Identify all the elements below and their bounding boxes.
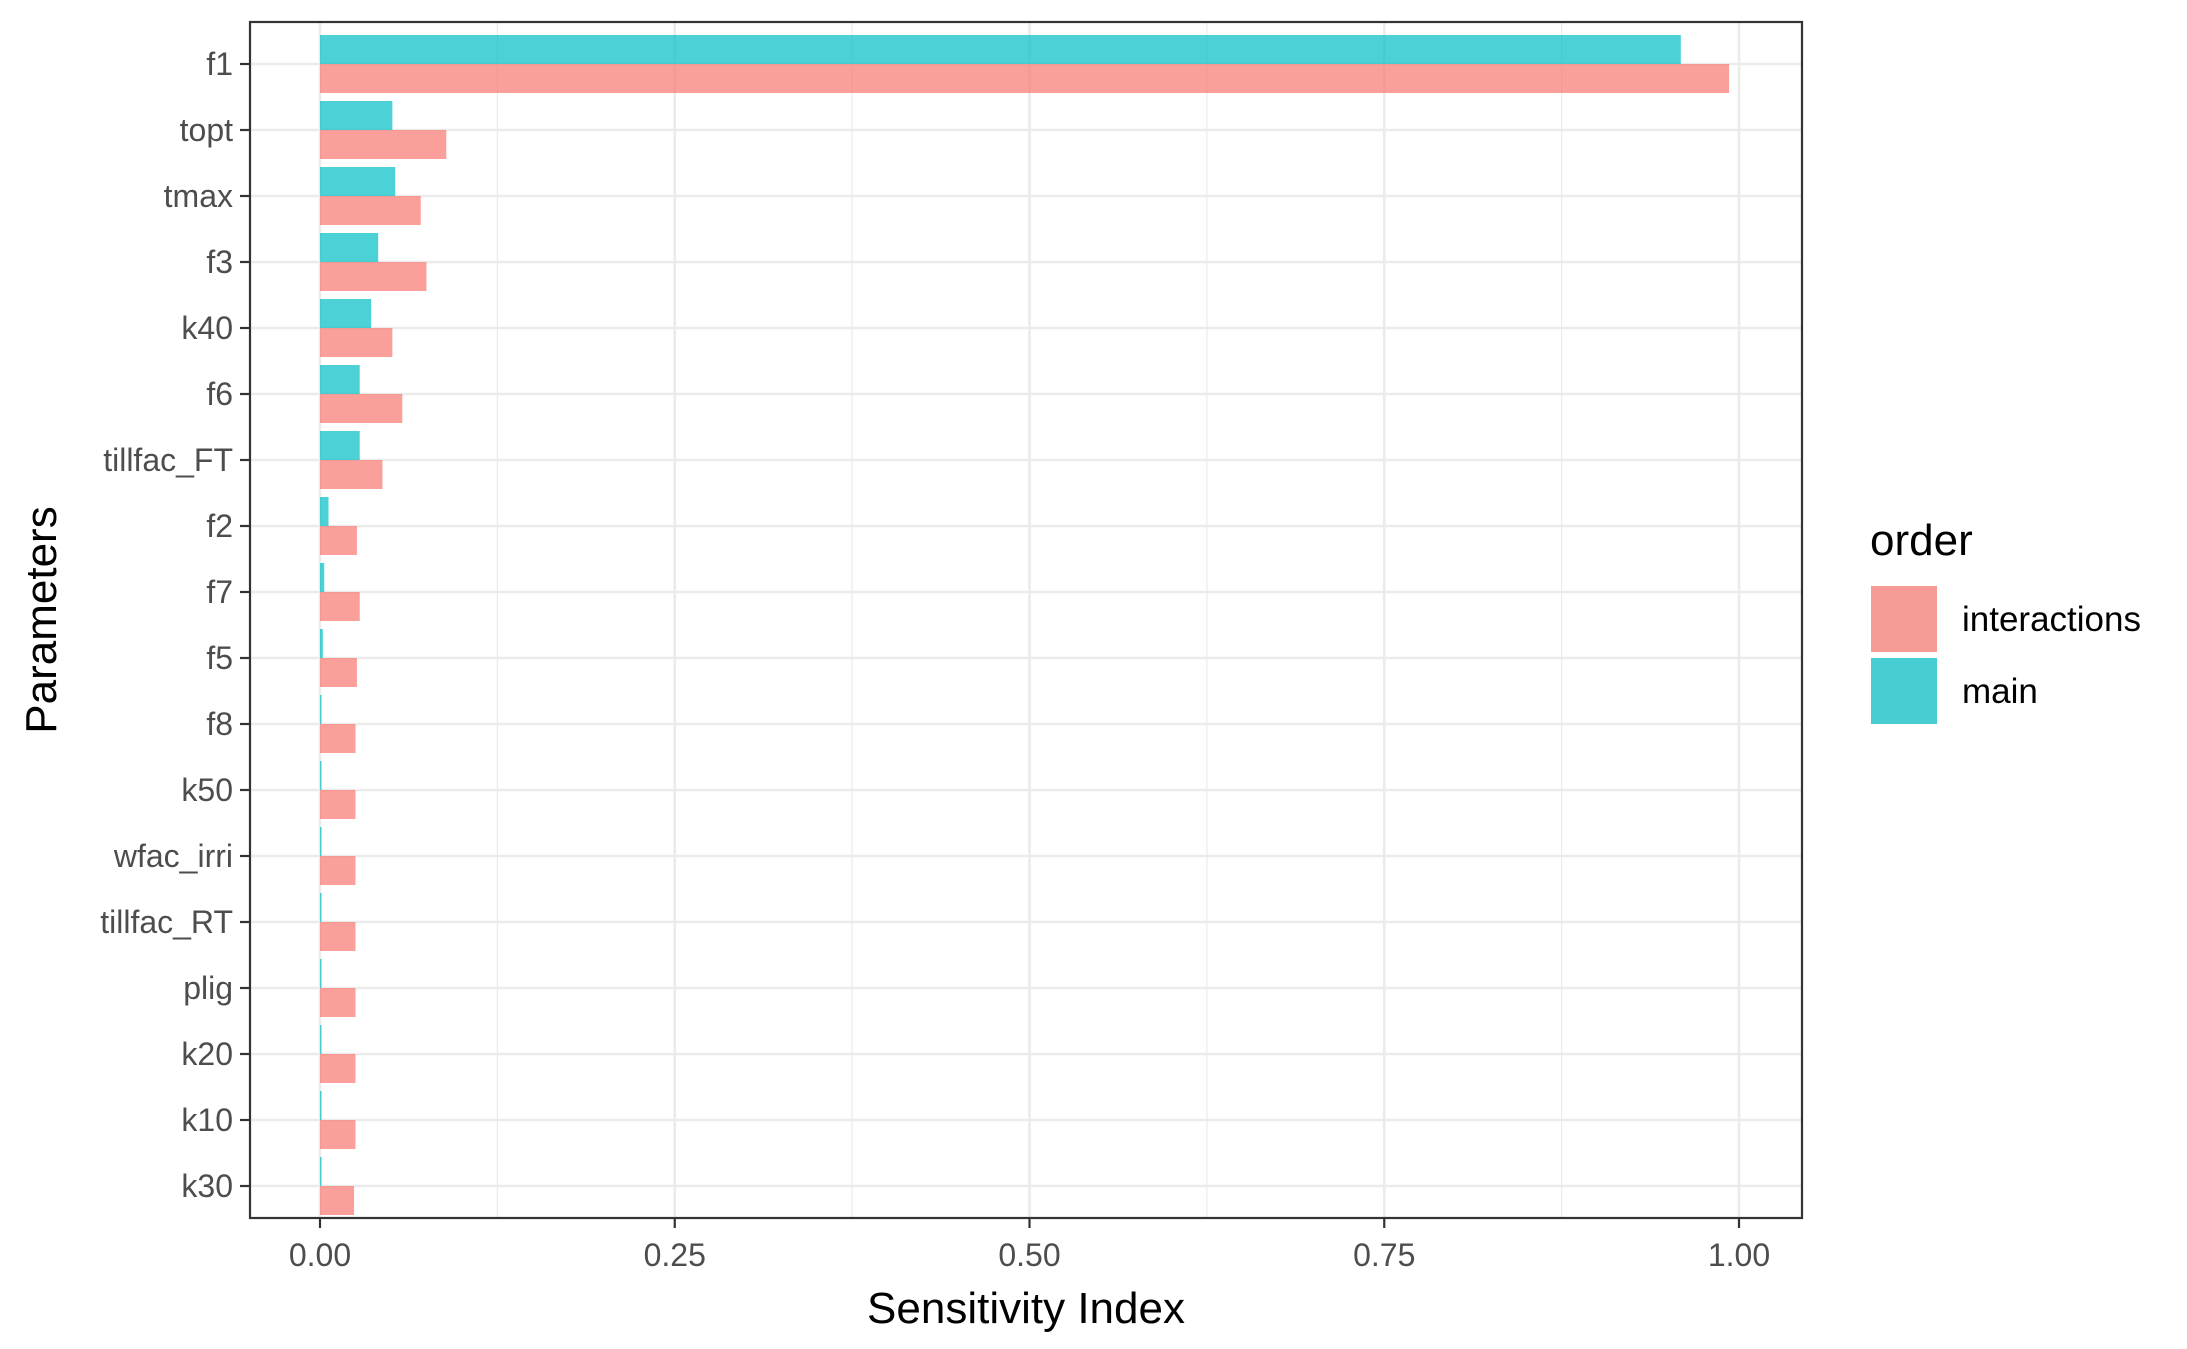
x-axis: 0.00 0.25 0.50 0.75 1.00 <box>289 1218 1770 1273</box>
bar-main-f7 <box>320 563 325 592</box>
bar-interactions-topt <box>320 130 447 159</box>
bar-main-wfac_irri <box>320 827 322 856</box>
x-tick-label: 1.00 <box>1708 1237 1770 1273</box>
bar-interactions-f2 <box>320 526 357 555</box>
bar-interactions-f5 <box>320 658 357 687</box>
y-tick-label: f3 <box>206 244 233 280</box>
y-axis-title: Parameters <box>17 506 66 733</box>
legend-title: order <box>1870 516 1973 565</box>
bars <box>320 35 1730 1215</box>
y-tick-label: f7 <box>206 574 233 610</box>
y-tick-label: f1 <box>206 46 233 82</box>
bar-interactions-f6 <box>320 394 403 423</box>
bar-main-tillfac_FT <box>320 431 360 460</box>
y-tick-label: k30 <box>181 1168 233 1204</box>
y-tick-label: f8 <box>206 706 233 742</box>
x-tick-label: 0.75 <box>1353 1237 1415 1273</box>
bar-main-tmax <box>320 167 396 196</box>
y-tick-label: f6 <box>206 376 233 412</box>
bar-interactions-k10 <box>320 1120 356 1149</box>
bar-main-plig <box>320 959 322 988</box>
y-axis: f1 topt tmax f3 k40 f6 tillfac_FT f2 f7 f5 f8 k50 wf… <box>100 46 250 1204</box>
bar-interactions-plig <box>320 988 356 1017</box>
bar-interactions-f8 <box>320 724 356 753</box>
y-tick-label: k20 <box>181 1036 233 1072</box>
bar-main-k20 <box>320 1025 322 1054</box>
y-tick-label: k40 <box>181 310 233 346</box>
y-tick-label: topt <box>180 112 233 148</box>
bar-main-f3 <box>320 233 379 262</box>
legend-swatch-main <box>1871 658 1937 724</box>
bar-interactions-tillfac_RT <box>320 922 356 951</box>
bar-interactions-k50 <box>320 790 356 819</box>
y-tick-label: plig <box>183 970 233 1006</box>
bar-interactions-f7 <box>320 592 360 621</box>
bar-main-k30 <box>320 1157 322 1186</box>
bar-interactions-k30 <box>320 1186 355 1215</box>
bar-main-k10 <box>320 1091 322 1120</box>
bar-interactions-k40 <box>320 328 393 357</box>
bar-main-f6 <box>320 365 360 394</box>
plot-border <box>248 20 1804 1220</box>
y-tick-label: f2 <box>206 508 233 544</box>
bar-interactions-tmax <box>320 196 421 225</box>
bar-interactions-k20 <box>320 1054 356 1083</box>
bar-interactions-f3 <box>320 262 427 291</box>
x-tick-label: 0.25 <box>644 1237 706 1273</box>
x-tick-label: 0.50 <box>998 1237 1060 1273</box>
bar-main-k50 <box>320 761 322 790</box>
y-tick-label: tillfac_FT <box>103 442 233 478</box>
bar-main-f8 <box>320 695 322 724</box>
bar-main-f5 <box>320 629 323 658</box>
y-tick-label: k50 <box>181 772 233 808</box>
bar-interactions-wfac_irri <box>320 856 356 885</box>
y-tick-label: tmax <box>164 178 233 214</box>
legend-label-interactions: interactions <box>1962 600 2141 639</box>
y-tick-label: f5 <box>206 640 233 676</box>
y-tick-label: wfac_irri <box>113 838 233 874</box>
y-tick-label: k10 <box>181 1102 233 1138</box>
legend-swatch-interactions <box>1871 586 1937 652</box>
bar-main-f1 <box>320 35 1681 64</box>
bar-main-tillfac_RT <box>320 893 322 922</box>
bar-main-k40 <box>320 299 372 328</box>
x-tick-label: 0.00 <box>289 1237 351 1273</box>
bar-interactions-tillfac_FT <box>320 460 383 489</box>
x-axis-title: Sensitivity Index <box>867 1284 1185 1333</box>
bar-interactions-f1 <box>320 64 1730 93</box>
bar-main-f2 <box>320 497 329 526</box>
grid-lines <box>250 22 1802 1218</box>
bar-main-topt <box>320 101 393 130</box>
legend-label-main: main <box>1962 672 2038 711</box>
plot-background <box>250 22 1802 1218</box>
y-tick-label: tillfac_RT <box>100 904 233 940</box>
legend: interactions main <box>1871 586 2141 724</box>
